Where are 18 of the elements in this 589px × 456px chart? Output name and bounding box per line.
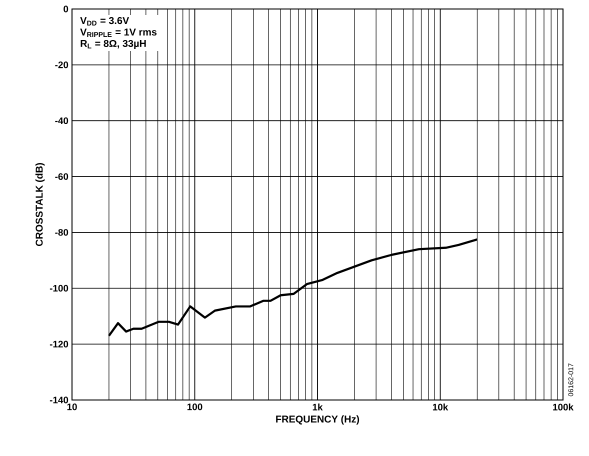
y-tick-label: -80 (55, 229, 68, 236)
annotation: R$_{L}$ = 8Ω, 33µH (80, 40, 146, 49)
x-axis-title: FREQUENCY (Hz) (276, 415, 360, 425)
y-tick-label: -100 (50, 284, 68, 292)
annotation: V$_{RIPPLE}$ = 1V rms (80, 28, 157, 37)
x-tick-label: 1k (312, 404, 323, 410)
y-tick-label: 0 (64, 6, 68, 12)
annotation: V$_{DD}$ = 3.6V (80, 17, 130, 26)
y-tick-label: -140 (50, 396, 68, 404)
y-axis-title: CROSSTALK (dB) (35, 163, 45, 246)
y-tick-label: -60 (55, 173, 68, 180)
x-tick-label: 100 (187, 404, 202, 410)
x-tick-label: 10 (67, 404, 77, 410)
y-tick-label: -120 (50, 340, 68, 348)
y-tick-label: -20 (55, 61, 68, 68)
y-tick-label: -40 (55, 117, 68, 124)
x-tick-label: 100k (553, 404, 574, 410)
x-tick-label: 10k (432, 404, 448, 410)
